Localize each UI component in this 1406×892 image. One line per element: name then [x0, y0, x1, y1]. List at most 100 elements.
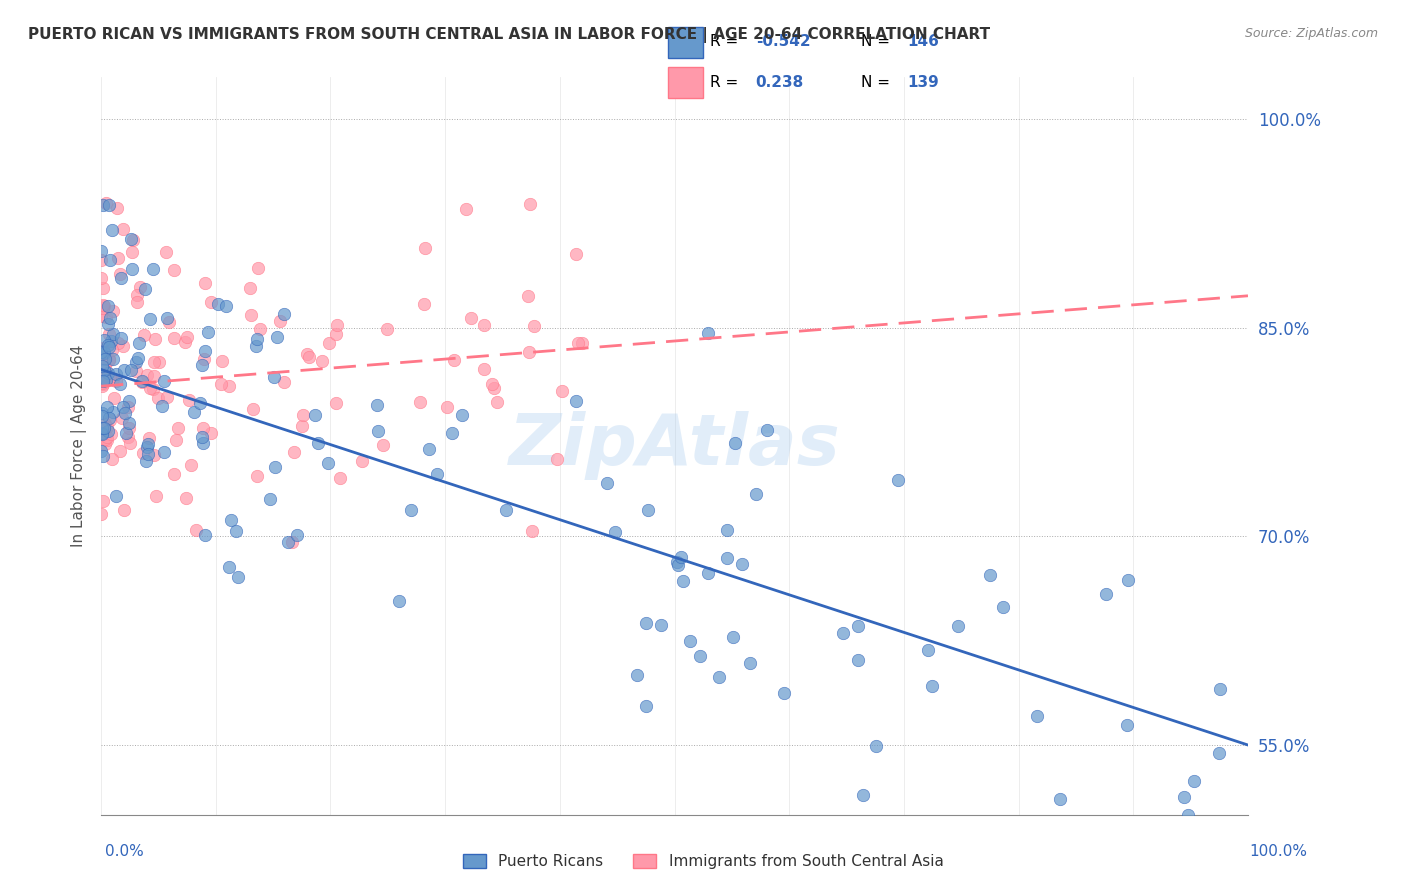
Point [163, 331, 186, 345]
Point [246, 261, 269, 276]
Point [242, 401, 264, 416]
Point [174, 335, 197, 350]
Point [90, 444, 112, 458]
Point [852, 788, 875, 802]
Point [96, 419, 118, 434]
Point [571, 335, 593, 350]
Point [495, 503, 517, 517]
Point [426, 467, 449, 482]
FancyBboxPatch shape [668, 27, 703, 58]
Point [117, 421, 139, 435]
Point [183, 405, 205, 419]
Point [605, 525, 627, 540]
Text: 146: 146 [907, 35, 939, 49]
Point [264, 460, 287, 475]
Point [917, 643, 939, 657]
Point [724, 435, 747, 450]
Point [110, 271, 132, 285]
Point [318, 335, 340, 350]
Point [163, 263, 186, 277]
Point [145, 489, 167, 503]
Point [668, 558, 690, 573]
Point [121, 245, 143, 260]
Point [90, 409, 112, 423]
Point [100, 426, 122, 441]
Point [277, 534, 299, 549]
Point [325, 326, 347, 341]
Point [100, 334, 122, 349]
Point [245, 339, 267, 353]
Point [111, 411, 134, 425]
Point [865, 739, 887, 753]
Point [127, 294, 149, 309]
Point [366, 398, 388, 412]
Point [399, 503, 422, 517]
Point [96, 366, 118, 380]
Point [194, 343, 217, 358]
Point [738, 656, 761, 670]
Point [482, 381, 505, 395]
Point [167, 420, 190, 434]
Point [91, 341, 114, 355]
Point [523, 319, 546, 334]
Point [93, 375, 115, 389]
Point [371, 438, 394, 452]
Point [716, 551, 738, 566]
Point [94, 360, 117, 375]
Point [669, 549, 692, 564]
Point [90, 253, 112, 268]
Point [97, 340, 120, 354]
Point [218, 560, 240, 574]
Point [174, 491, 197, 505]
Point [136, 446, 159, 460]
Point [93, 363, 115, 377]
Point [105, 489, 128, 503]
Point [100, 252, 122, 267]
Point [707, 670, 730, 684]
Point [114, 425, 136, 440]
Point [146, 391, 169, 405]
Point [138, 431, 160, 445]
Point [91, 298, 114, 312]
Point [194, 276, 217, 290]
Point [156, 390, 179, 404]
Point [145, 332, 167, 346]
FancyBboxPatch shape [668, 67, 703, 98]
Point [481, 377, 503, 392]
Point [225, 524, 247, 538]
Legend: Puerto Ricans, Immigrants from South Central Asia: Puerto Ricans, Immigrants from South Cen… [457, 848, 949, 875]
Text: PUERTO RICAN VS IMMIGRANTS FROM SOUTH CENTRAL ASIA IN LABOR FORCE | AGE 20-64 CO: PUERTO RICAN VS IMMIGRANTS FROM SOUTH CE… [28, 27, 990, 43]
Point [93, 333, 115, 347]
Point [211, 353, 233, 368]
Point [979, 567, 1001, 582]
Point [283, 445, 305, 459]
Point [120, 232, 142, 246]
Point [679, 634, 702, 648]
Point [215, 299, 238, 313]
Point [946, 619, 969, 633]
Y-axis label: In Labor Force | Age 20-64: In Labor Force | Age 20-64 [72, 345, 87, 547]
Point [125, 364, 148, 378]
Point [121, 233, 143, 247]
Point [281, 535, 304, 549]
Point [565, 247, 588, 261]
Point [90, 376, 112, 390]
Point [460, 311, 482, 326]
Point [112, 503, 135, 517]
Point [846, 653, 869, 667]
Point [756, 423, 779, 437]
Point [723, 630, 745, 644]
Point [93, 420, 115, 434]
Point [121, 261, 143, 276]
Point [94, 352, 117, 367]
Point [191, 436, 214, 450]
Point [139, 381, 162, 395]
Point [96, 430, 118, 444]
Point [307, 435, 329, 450]
Point [134, 282, 156, 296]
Point [132, 328, 155, 343]
Point [193, 420, 215, 434]
Point [157, 315, 180, 329]
Point [325, 396, 347, 410]
Point [91, 198, 114, 212]
